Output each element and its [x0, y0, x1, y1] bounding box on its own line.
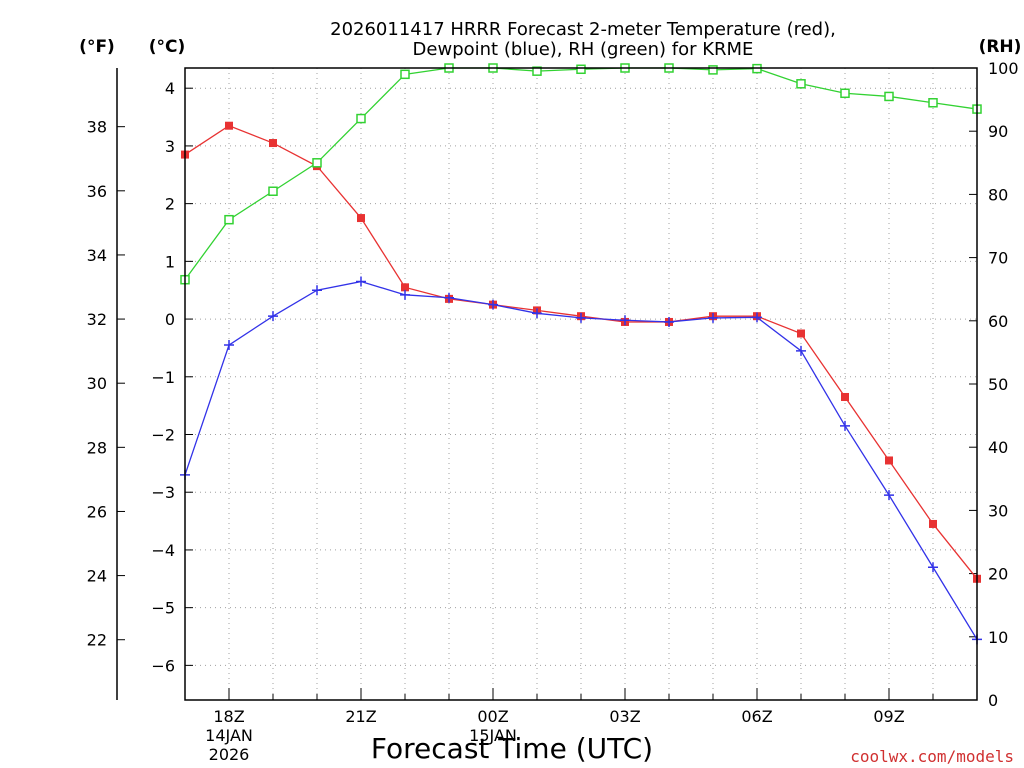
dewpoint-point — [796, 345, 806, 356]
credit-text: coolwx.com/models — [850, 747, 1014, 766]
time-tick-label: 18Z — [213, 707, 244, 726]
dewpoint-series-line — [184, 280, 978, 640]
rh-point — [312, 158, 322, 168]
rh-tick-label: 40 — [988, 438, 1008, 457]
dewpoint-point — [488, 299, 498, 310]
celsius-tick-label: 3 — [165, 137, 175, 156]
temperature-point — [269, 139, 277, 148]
rh-point — [840, 88, 850, 99]
dewpoint-point — [928, 562, 938, 573]
celsius-tick-label: −4 — [151, 541, 175, 560]
time-tick-label: 00Z — [477, 707, 508, 726]
celsius-tick-label: −3 — [151, 483, 175, 502]
fahrenheit-tick-label: 30 — [87, 374, 107, 393]
rh-tick-label: 80 — [988, 185, 1008, 204]
rh-point — [576, 64, 586, 75]
dewpoint-point — [224, 340, 234, 351]
celsius-tick-label: −5 — [151, 599, 175, 618]
rh-tick-label: 90 — [988, 122, 1008, 141]
fahrenheit-axis-title: (°F) — [79, 37, 115, 57]
chart-title-line1: 2026011417 HRRR Forecast 2-meter Tempera… — [330, 19, 836, 40]
temperature-point — [929, 519, 937, 528]
dewpoint-point — [884, 490, 894, 501]
dewpoint-point — [400, 289, 410, 300]
rh-tick-label: 50 — [988, 375, 1008, 394]
temperature-point — [841, 392, 849, 401]
rh-point — [224, 214, 234, 225]
dewpoint-point — [532, 308, 542, 319]
dewpoint-point — [444, 292, 454, 303]
celsius-tick-label: 0 — [165, 310, 175, 329]
date-label: 14JAN — [205, 726, 253, 745]
rh-point — [532, 66, 542, 76]
grid-lines — [185, 68, 977, 700]
dewpoint-point — [576, 312, 586, 323]
dewpoint-point — [312, 285, 322, 296]
time-tick-label: 06Z — [741, 707, 772, 726]
temperature-point — [357, 214, 365, 223]
dewpoint-point — [356, 276, 366, 287]
chart-title-line2: Dewpoint (blue), RH (green) for KRME — [413, 39, 754, 60]
dewpoint-point — [840, 420, 850, 431]
rh-point — [928, 98, 938, 108]
rh-tick-label: 20 — [988, 565, 1008, 584]
dewpoint-point — [620, 315, 630, 326]
celsius-tick-label: −6 — [151, 656, 175, 675]
celsius-tick-label: −2 — [151, 426, 175, 445]
rh-point — [708, 65, 718, 75]
x-axis-title: Forecast Time (UTC) — [371, 732, 653, 765]
celsius-tick-label: 1 — [165, 252, 175, 271]
dewpoint-point — [752, 312, 762, 323]
rh-point — [268, 186, 278, 196]
temperature-point — [225, 121, 233, 130]
celsius-tick-label: −1 — [151, 368, 175, 387]
fahrenheit-axis: 38 36 34 32 30 28 26 24 22 — [87, 68, 125, 700]
temperature-point — [797, 329, 805, 338]
dewpoint-point — [268, 311, 278, 322]
plot-frame — [184, 67, 978, 701]
time-tick-label: 21Z — [345, 707, 376, 726]
rh-point — [400, 69, 410, 80]
celsius-tick-label: 2 — [165, 195, 175, 214]
celsius-axis: 4 3 2 1 0 −1 −2 −3 −4 −5 −6 — [151, 79, 193, 675]
rh-tick-label: 60 — [988, 312, 1008, 331]
fahrenheit-tick-label: 38 — [87, 118, 107, 137]
celsius-axis-title: (°C) — [149, 37, 186, 57]
fahrenheit-tick-label: 22 — [87, 631, 107, 650]
temperature-point — [401, 283, 409, 292]
data-series — [180, 63, 982, 645]
fahrenheit-tick-label: 28 — [87, 438, 107, 457]
rh-tick-label: 100 — [988, 59, 1019, 78]
temperature-point — [885, 456, 893, 465]
dewpoint-point — [708, 312, 718, 323]
rh-point — [884, 91, 894, 102]
rh-tick-label: 0 — [988, 691, 998, 710]
rh-tick-label: 70 — [988, 249, 1008, 268]
rh-axis-title: (RH) — [979, 37, 1022, 57]
time-tick-label: 09Z — [873, 707, 904, 726]
rh-point — [356, 113, 366, 124]
rh-point — [796, 79, 806, 89]
rh-tick-label: 30 — [988, 501, 1008, 520]
year-label: 2026 — [209, 745, 250, 764]
celsius-tick-label: 4 — [165, 79, 175, 98]
fahrenheit-tick-label: 32 — [87, 310, 107, 329]
fahrenheit-tick-label: 34 — [87, 246, 107, 265]
date-label: 15JAN — [469, 726, 517, 745]
fahrenheit-tick-label: 26 — [87, 502, 107, 521]
fahrenheit-tick-label: 24 — [87, 567, 107, 586]
dewpoint-point — [664, 316, 674, 327]
fahrenheit-tick-label: 36 — [87, 182, 107, 201]
time-tick-label: 03Z — [609, 707, 640, 726]
rh-tick-label: 10 — [988, 628, 1008, 647]
